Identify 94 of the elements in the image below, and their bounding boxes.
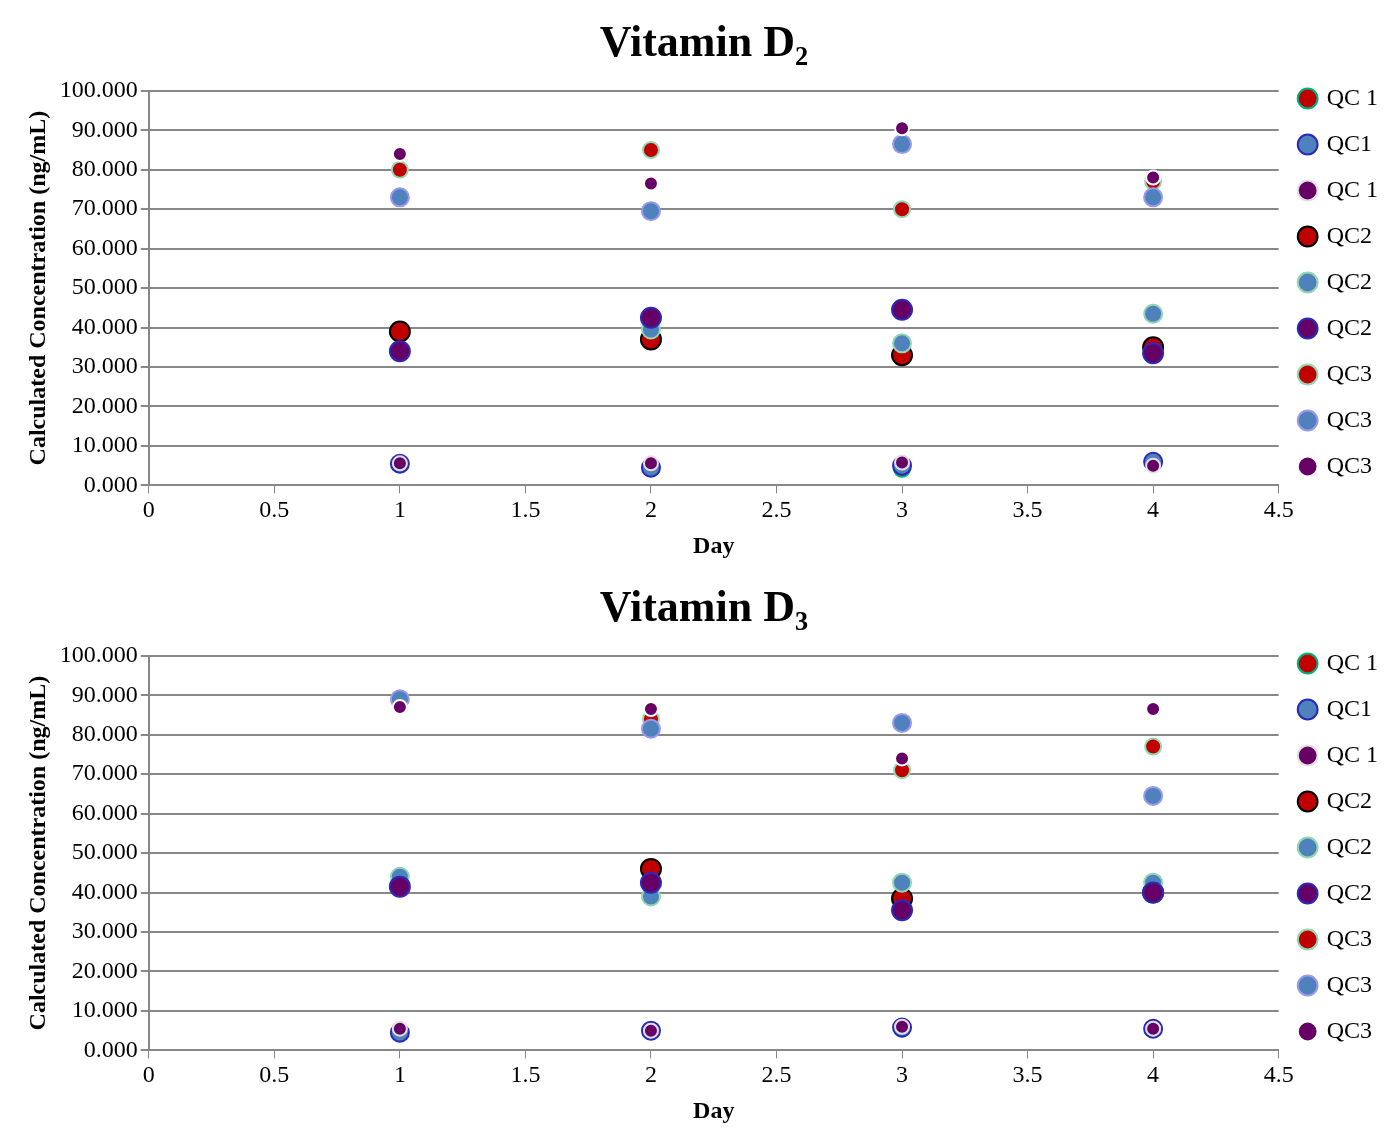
legend-label: QC 1 — [1326, 175, 1378, 202]
x-tick-label: 0.5 — [259, 496, 290, 523]
point — [1144, 737, 1163, 756]
y-tick-label: 40.000 — [71, 877, 138, 904]
point — [891, 899, 914, 922]
point — [1142, 342, 1165, 365]
y-tick-label: 60.000 — [71, 233, 138, 260]
legend-label: QC2 — [1326, 878, 1372, 905]
point — [894, 120, 911, 137]
point — [642, 455, 659, 472]
legend-label: QC3 — [1326, 924, 1372, 951]
y-tick-label: 80.000 — [71, 720, 138, 747]
y-tick-label: 40.000 — [71, 312, 138, 339]
point — [388, 340, 411, 363]
point — [388, 320, 411, 343]
legend-label: QC1 — [1326, 694, 1372, 721]
point — [892, 872, 913, 893]
y-axis-title: Calculated Concentration (ng/mL) — [23, 110, 50, 466]
x-axis-title: Day — [693, 1096, 735, 1123]
x-tick-label: 2.5 — [761, 496, 792, 523]
x-tick-label: 1.5 — [510, 496, 541, 523]
point — [389, 187, 410, 208]
y-tick-label: 80.000 — [71, 155, 138, 182]
y-tick-label: 30.000 — [71, 352, 138, 379]
x-tick-label: 1.5 — [510, 1061, 541, 1088]
y-tick-label: 90.000 — [71, 115, 138, 142]
point — [1145, 169, 1162, 186]
x-tick-label: 2.5 — [761, 1061, 792, 1088]
y-tick-label: 50.000 — [71, 273, 138, 300]
point — [642, 701, 659, 718]
chart-title: Vitamin D₃ — [599, 581, 809, 631]
y-tick-label: 60.000 — [71, 798, 138, 825]
x-tick-label: 2 — [644, 496, 657, 523]
x-tick-label: 1 — [393, 496, 406, 523]
legend-label: QC2 — [1326, 832, 1372, 859]
x-axis-title: Day — [693, 531, 735, 558]
x-tick-label: 3.5 — [1012, 1061, 1043, 1088]
point — [891, 298, 914, 321]
point — [390, 160, 409, 179]
x-tick-label: 3 — [896, 496, 909, 523]
legend-label: QC3 — [1326, 405, 1372, 432]
point — [388, 875, 411, 898]
chart-title: Vitamin D₂ — [599, 16, 809, 66]
y-tick-label: 70.000 — [71, 759, 138, 786]
legend-label: QC3 — [1326, 970, 1372, 997]
y-tick-label: 100.000 — [59, 76, 138, 103]
legend-label: QC 1 — [1326, 648, 1378, 675]
y-tick-label: 90.000 — [71, 680, 138, 707]
point — [640, 201, 661, 222]
point — [892, 333, 913, 354]
x-tick-label: 4 — [1147, 496, 1160, 523]
y-tick-label: 30.000 — [71, 917, 138, 944]
x-tick-label: 2 — [644, 1061, 657, 1088]
point — [640, 718, 661, 739]
x-tick-label: 0.5 — [259, 1061, 290, 1088]
legend-label: QC3 — [1326, 1016, 1372, 1043]
y-tick-label: 50.000 — [71, 838, 138, 865]
legend-label: QC3 — [1326, 451, 1372, 478]
x-tick-label: 0 — [142, 496, 155, 523]
y-tick-label: 100.000 — [59, 641, 138, 668]
y-tick-label: 0.000 — [83, 1035, 138, 1062]
x-tick-label: 4 — [1147, 1061, 1160, 1088]
y-tick-label: 10.000 — [71, 431, 138, 458]
y-tick-label: 20.000 — [71, 391, 138, 418]
y-tick-label: 10.000 — [71, 996, 138, 1023]
point — [641, 140, 660, 159]
x-tick-label: 1 — [393, 1061, 406, 1088]
legend-label: QC 1 — [1326, 83, 1378, 110]
legend-label: QC2 — [1326, 313, 1372, 340]
x-tick-label: 3 — [896, 1061, 909, 1088]
legend-label: QC2 — [1326, 267, 1372, 294]
point — [893, 200, 912, 219]
point — [639, 306, 662, 329]
legend-label: QC3 — [1326, 359, 1372, 386]
point — [892, 134, 913, 155]
y-axis-title: Calculated Concentration (ng/mL) — [23, 675, 50, 1031]
y-tick-label: 20.000 — [71, 956, 138, 983]
point — [1143, 785, 1164, 806]
x-tick-label: 4.5 — [1263, 1061, 1294, 1088]
y-tick-label: 70.000 — [71, 194, 138, 221]
point — [1143, 303, 1164, 324]
legend-label: QC2 — [1326, 786, 1372, 813]
point — [1145, 457, 1162, 474]
y-tick-label: 0.000 — [83, 470, 138, 497]
point — [892, 712, 913, 733]
x-tick-label: 0 — [142, 1061, 155, 1088]
legend-label: QC 1 — [1326, 740, 1378, 767]
x-tick-label: 3.5 — [1012, 496, 1043, 523]
point — [1143, 187, 1164, 208]
legend-label: QC1 — [1326, 129, 1372, 156]
point — [639, 871, 662, 894]
x-tick-label: 4.5 — [1263, 496, 1294, 523]
point — [894, 454, 911, 471]
legend-label: QC2 — [1326, 221, 1372, 248]
